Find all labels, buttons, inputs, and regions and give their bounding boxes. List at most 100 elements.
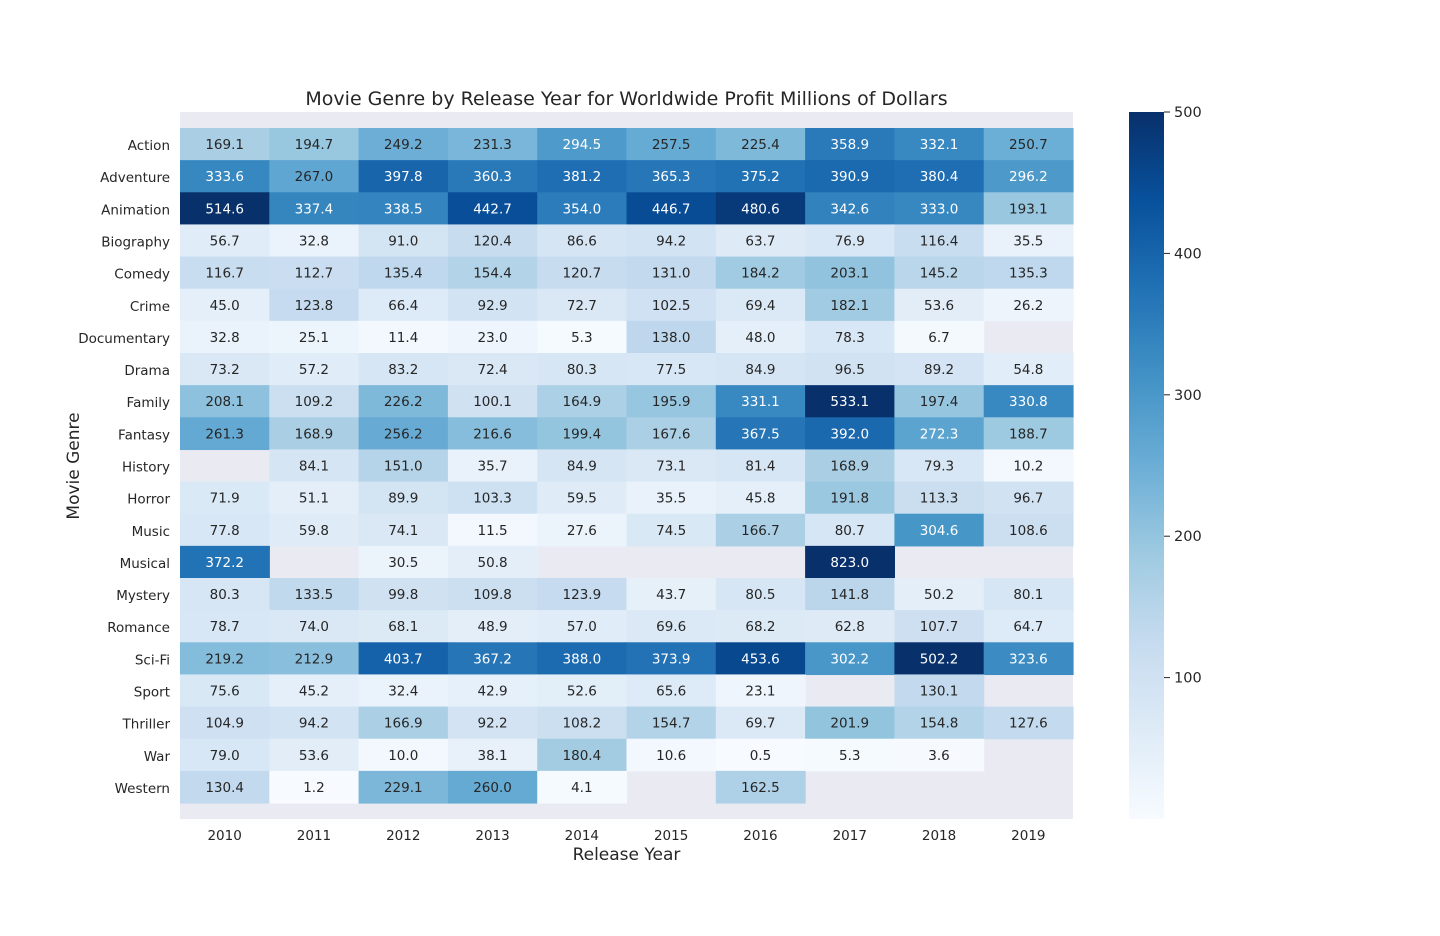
x-tick-label: 2011 xyxy=(297,828,331,844)
heatmap-cell xyxy=(715,160,806,193)
heatmap-cell xyxy=(447,642,538,676)
cell-value-label: 80.7 xyxy=(835,523,865,539)
cell-value-label: 35.5 xyxy=(656,491,686,507)
heatmap-cell xyxy=(626,128,717,161)
y-tick-label: Animation xyxy=(101,202,170,218)
cell-value-label: 442.7 xyxy=(473,201,512,217)
heatmap-cell xyxy=(715,706,806,740)
cell-value-label: 63.7 xyxy=(745,234,775,250)
cell-value-label: 216.6 xyxy=(473,426,512,442)
cell-value-label: 68.2 xyxy=(745,619,775,635)
cell-value-label: 10.6 xyxy=(656,748,686,764)
heatmap-cell xyxy=(358,481,449,515)
x-axis-label: Release Year xyxy=(573,845,681,865)
heatmap-cell xyxy=(894,481,985,515)
heatmap-cell xyxy=(180,288,270,322)
cell-value-label: 154.7 xyxy=(652,716,691,732)
heatmap-cell xyxy=(269,128,360,161)
cell-value-label: 208.1 xyxy=(205,394,244,410)
heatmap-cell xyxy=(626,578,717,611)
heatmap-cell xyxy=(715,770,806,804)
colorbar-tick-label: 300 xyxy=(1174,388,1202,404)
heatmap-cell xyxy=(805,706,895,740)
cell-value-label: 180.4 xyxy=(563,748,602,764)
cell-value-label: 338.5 xyxy=(384,201,423,217)
heatmap-cell xyxy=(805,224,895,258)
cell-value-label: 333.0 xyxy=(920,201,959,217)
cell-value-label: 68.1 xyxy=(388,619,418,635)
heatmap-cell xyxy=(358,417,449,451)
heatmap-cell xyxy=(983,578,1074,611)
heatmap-cell xyxy=(805,128,895,161)
cell-value-label: 112.7 xyxy=(295,266,334,282)
chart-title: Movie Genre by Release Year for Worldwid… xyxy=(305,88,947,110)
heatmap-cell xyxy=(269,738,360,772)
cell-value-label: 166.7 xyxy=(741,523,780,539)
cell-value-label: 191.8 xyxy=(830,491,869,507)
heatmap-cell xyxy=(358,224,449,258)
cell-value-label: 133.5 xyxy=(295,587,334,603)
cell-value-label: 195.9 xyxy=(652,394,691,410)
cell-value-label: 57.2 xyxy=(299,362,329,378)
cell-value-label: 166.9 xyxy=(384,716,423,732)
heatmap-cell xyxy=(983,481,1074,515)
heatmap-cell xyxy=(537,192,628,226)
cell-value-label: 113.3 xyxy=(920,491,959,507)
cell-value-label: 138.0 xyxy=(652,330,691,346)
cell-value-label: 135.3 xyxy=(1009,266,1048,282)
heatmap-cell xyxy=(715,288,806,322)
heatmap-cell xyxy=(537,513,628,547)
cell-value-label: 92.2 xyxy=(478,716,508,732)
heatmap-cell xyxy=(715,320,806,354)
heatmap-cell xyxy=(715,353,806,386)
x-tick-label: 2014 xyxy=(565,828,599,844)
y-tick-label: Adventure xyxy=(100,170,170,186)
colorbar-tick-label: 500 xyxy=(1174,105,1202,121)
heatmap-cell xyxy=(447,417,538,451)
heatmap-cell xyxy=(537,738,628,772)
x-axis-ticks: 2010 2011 2012 2013 2014 2015 2016 2017 2018 2019 xyxy=(207,828,1045,844)
heatmap-cell xyxy=(358,706,449,740)
cell-value-label: 48.0 xyxy=(745,330,775,346)
heatmap-cell xyxy=(715,449,806,483)
heatmap-cell xyxy=(358,288,449,322)
heatmap-cell xyxy=(537,128,628,161)
cell-value-label: 99.8 xyxy=(388,587,418,603)
heatmap-cell xyxy=(180,738,270,772)
cell-value-label: 80.1 xyxy=(1013,587,1043,603)
cell-value-label: 260.0 xyxy=(473,780,512,796)
x-tick-label: 2019 xyxy=(1011,828,1045,844)
cell-value-label: 130.1 xyxy=(920,684,959,700)
y-axis-label: Movie Genre xyxy=(64,412,84,519)
heatmap-cell xyxy=(805,320,895,354)
cell-value-label: 390.9 xyxy=(830,169,869,185)
cell-value-label: 108.6 xyxy=(1009,523,1048,539)
heatmap-cell xyxy=(805,256,895,290)
y-tick-label: Comedy xyxy=(114,267,170,283)
cell-value-label: 120.7 xyxy=(563,266,602,282)
cell-value-label: 168.9 xyxy=(830,459,869,475)
cell-value-label: 89.2 xyxy=(924,362,954,378)
cell-value-label: 453.6 xyxy=(741,651,780,667)
heatmap-cell xyxy=(805,610,895,643)
heatmap-cell xyxy=(805,642,895,676)
heatmap-cell xyxy=(537,642,628,676)
cell-value-label: 25.1 xyxy=(299,330,329,346)
heatmap-cell xyxy=(983,224,1074,258)
heatmap-cell xyxy=(805,192,895,226)
heatmap-cell xyxy=(269,320,360,354)
heatmap-cell xyxy=(269,160,360,193)
cell-value-label: 91.0 xyxy=(388,234,418,250)
heatmap-cell xyxy=(805,288,895,322)
cell-value-label: 392.0 xyxy=(830,426,869,442)
heatmap-cell xyxy=(983,642,1074,676)
y-tick-label: Biography xyxy=(101,235,170,251)
y-tick-label: Horror xyxy=(127,492,170,508)
heatmap-cell xyxy=(715,128,806,161)
cell-value-label: 188.7 xyxy=(1009,426,1048,442)
cell-value-label: 145.2 xyxy=(920,266,959,282)
heatmap-cell xyxy=(269,706,360,740)
heatmap-cell xyxy=(447,545,538,579)
heatmap-cell xyxy=(447,770,538,804)
cell-value-label: 81.4 xyxy=(745,459,775,475)
